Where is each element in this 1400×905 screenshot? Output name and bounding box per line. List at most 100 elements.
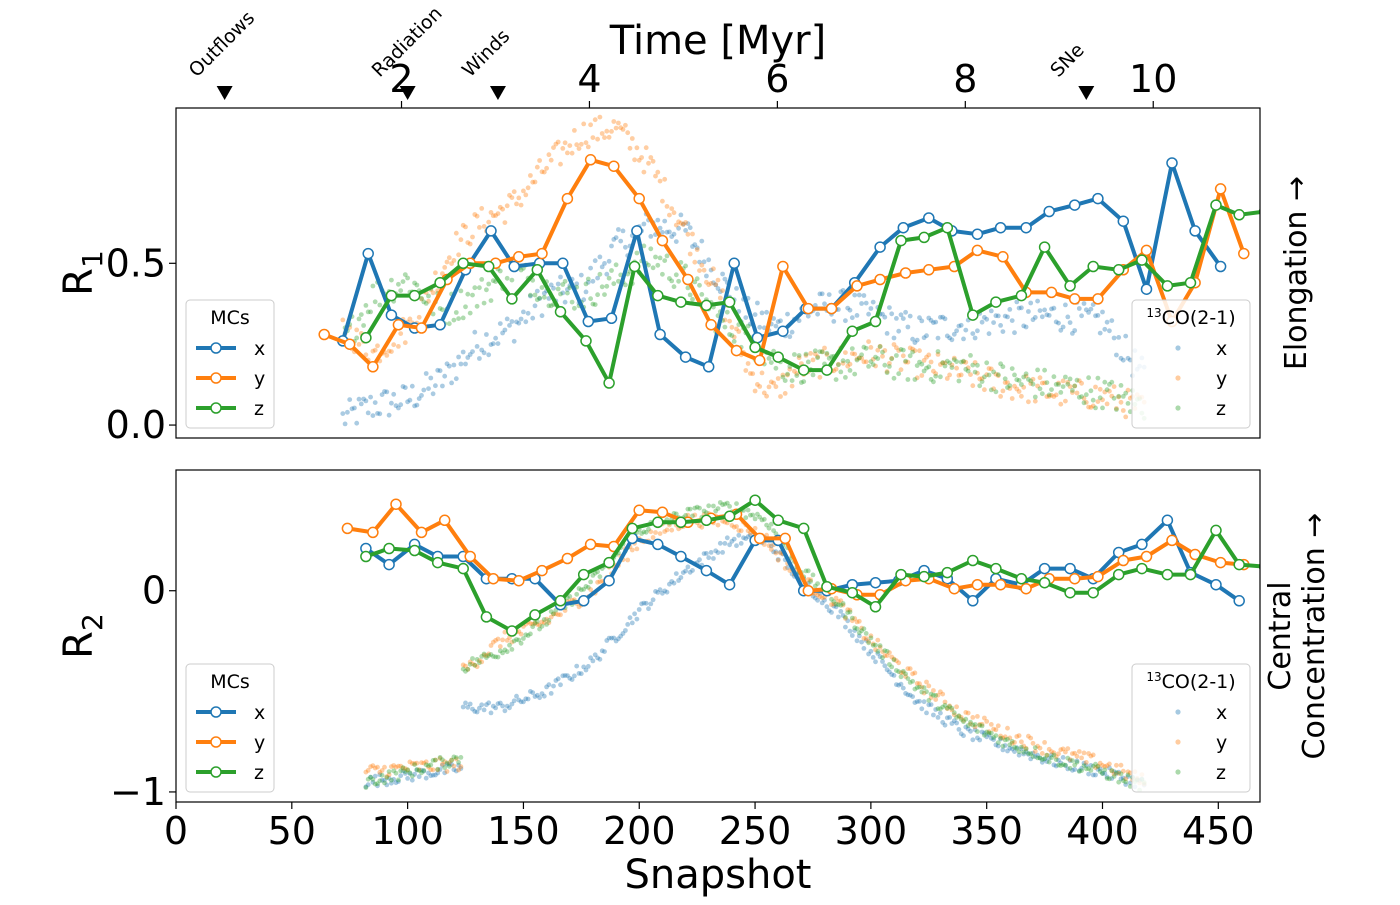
scatter-point-r2-x bbox=[921, 699, 927, 705]
scatter-point-r2-z bbox=[1072, 762, 1078, 768]
scatter-point-r2-x bbox=[453, 768, 459, 774]
series-marker-r1-z bbox=[1233, 209, 1245, 221]
scatter-point-r1-x bbox=[931, 320, 936, 325]
scatter-point-r2-y bbox=[372, 765, 378, 771]
scatter-point-r1-z bbox=[488, 298, 494, 303]
scatter-point-r1-z bbox=[569, 299, 575, 305]
scatter-point-r2-z bbox=[375, 781, 380, 787]
series-marker-r2-x bbox=[383, 558, 395, 571]
scatter-point-r1-z bbox=[928, 377, 934, 382]
scatter-point-r2-y bbox=[1086, 751, 1091, 756]
series-marker-r2-z bbox=[383, 542, 395, 555]
scatter-point-r2-y bbox=[1093, 765, 1098, 770]
legend-mcs-r2-box bbox=[185, 663, 275, 793]
scatter-point-r2-z bbox=[986, 730, 992, 736]
scatter-point-r2-y bbox=[882, 653, 888, 659]
scatter-point-r2-y bbox=[768, 547, 774, 552]
scatter-point-r2-x bbox=[528, 689, 533, 694]
scatter-point-r1-y bbox=[562, 140, 568, 146]
scatter-point-r1-x bbox=[812, 303, 818, 308]
scatter-point-r1-x bbox=[1109, 318, 1115, 323]
series-marker-r1-x bbox=[654, 328, 666, 341]
series-marker-r1-z bbox=[408, 289, 421, 302]
scatter-point-r2-y bbox=[1065, 746, 1071, 751]
scatter-point-r2-y bbox=[817, 594, 823, 599]
legend-co-r1-title: 13CO(2-1) bbox=[1146, 306, 1235, 329]
series-marker-r1-x bbox=[702, 361, 715, 373]
scatter-point-r2-y bbox=[634, 546, 640, 552]
scatter-point-r2-z bbox=[905, 676, 911, 681]
scatter-point-r2-y bbox=[1120, 768, 1126, 774]
scatter-point-r1-z bbox=[982, 374, 987, 380]
scatter-point-r2-x bbox=[919, 706, 925, 712]
scatter-point-r1-x bbox=[1028, 300, 1034, 306]
scatter-point-r2-z bbox=[1070, 758, 1075, 763]
scatter-point-r1-x bbox=[894, 316, 899, 321]
scatter-point-r1-x bbox=[982, 315, 987, 320]
scatter-point-r1-x bbox=[1102, 326, 1108, 332]
scatter-point-r1-x bbox=[903, 309, 908, 315]
scatter-point-r2-y bbox=[970, 715, 976, 720]
scatter-point-r2-z bbox=[646, 526, 651, 532]
scatter-point-r2-x bbox=[722, 541, 728, 546]
scatter-point-r2-x bbox=[398, 773, 404, 779]
scatter-point-r2-z bbox=[722, 501, 728, 507]
scatter-point-r1-y bbox=[1088, 405, 1094, 410]
scatter-point-r1-x bbox=[1032, 315, 1038, 320]
scatter-point-r2-x bbox=[907, 692, 913, 698]
scatter-point-r1-z bbox=[803, 351, 809, 357]
scatter-point-r2-x bbox=[375, 783, 380, 789]
scatter-point-r1-y bbox=[910, 346, 915, 352]
scatter-point-r2-y bbox=[808, 577, 813, 583]
scatter-point-r2-z bbox=[516, 637, 522, 643]
scatter-point-r2-z bbox=[849, 615, 855, 621]
scatter-point-r2-x bbox=[896, 682, 902, 688]
scatter-point-r1-x bbox=[963, 327, 969, 333]
scatter-point-r1-z bbox=[933, 373, 939, 379]
side-label-r1: Elongation → bbox=[1279, 176, 1314, 370]
scatter-point-r1-y bbox=[629, 136, 635, 141]
scatter-point-r2-x bbox=[979, 729, 985, 735]
scatter-point-r2-x bbox=[676, 578, 681, 583]
scatter-point-r1-y bbox=[896, 348, 902, 353]
series-marker-r2-y bbox=[561, 552, 574, 565]
scatter-point-r2-x bbox=[655, 590, 661, 595]
scatter-point-r1-x bbox=[361, 396, 366, 402]
scatter-point-r1-z bbox=[824, 350, 830, 356]
scatter-point-r1-x bbox=[347, 397, 353, 402]
scatter-point-r2-y bbox=[778, 550, 783, 556]
scatter-point-r2-x bbox=[660, 590, 665, 596]
scatter-point-r1-z bbox=[634, 250, 640, 256]
scatter-point-r2-x bbox=[1079, 765, 1084, 771]
scatter-point-r1-x bbox=[921, 335, 927, 341]
scatter-point-r2-y bbox=[490, 639, 496, 645]
scatter-point-r1-x bbox=[611, 237, 617, 242]
scatter-point-r1-y bbox=[704, 279, 709, 285]
series-marker-r2-x bbox=[1136, 538, 1148, 551]
scatter-point-r1-x bbox=[1058, 327, 1064, 333]
scatter-point-r2-z bbox=[402, 769, 408, 774]
scatter-point-r1-y bbox=[1028, 381, 1034, 386]
scatter-point-r1-y bbox=[824, 352, 830, 357]
scatter-point-r1-y bbox=[664, 204, 670, 209]
scatter-point-r1-y bbox=[942, 360, 948, 366]
scatter-point-r2-y bbox=[1076, 749, 1082, 754]
scatter-point-r2-x bbox=[382, 778, 387, 783]
scatter-point-r1-z bbox=[1030, 381, 1036, 387]
scatter-point-r2-y bbox=[898, 670, 904, 676]
scatter-point-r2-z bbox=[715, 506, 721, 511]
scatter-point-r2-z bbox=[521, 636, 526, 641]
scatter-point-r2-x bbox=[472, 709, 478, 714]
scatter-point-r1-x bbox=[826, 292, 832, 297]
scatter-point-r1-x bbox=[949, 337, 955, 343]
scatter-point-r1-x bbox=[616, 227, 621, 232]
series-marker-r1-z bbox=[603, 377, 615, 389]
scatter-point-r1-x bbox=[655, 217, 661, 223]
series-marker-r2-y bbox=[367, 526, 379, 539]
scatter-point-r1-z bbox=[944, 358, 950, 364]
series-marker-r1-z bbox=[749, 341, 761, 354]
scatter-point-r2-x bbox=[393, 780, 399, 786]
scatter-point-r1-x bbox=[838, 289, 844, 295]
scatter-point-r2-x bbox=[370, 779, 376, 785]
scatter-point-r1-x bbox=[352, 405, 357, 411]
